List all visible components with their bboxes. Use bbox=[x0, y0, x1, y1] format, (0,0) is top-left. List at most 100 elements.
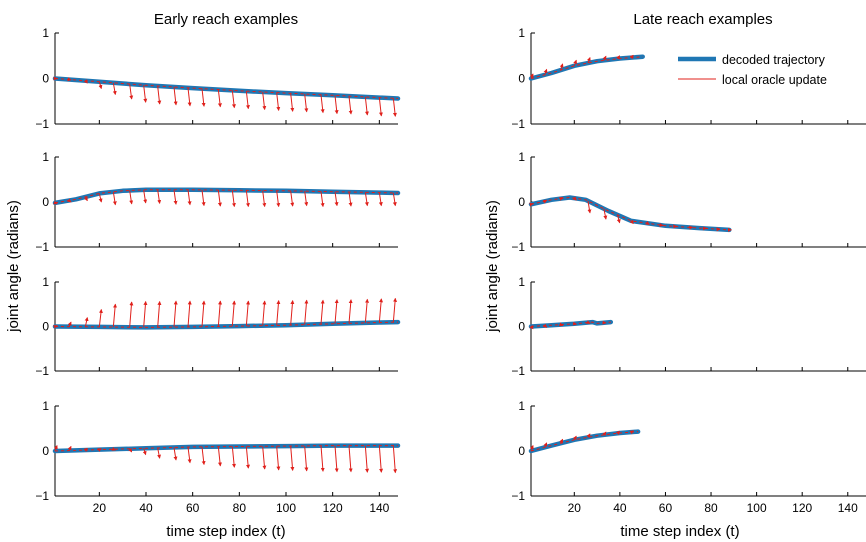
left-panel-4-oracle-update bbox=[364, 445, 370, 473]
left-panel-2-ytick-label: 0 bbox=[42, 195, 49, 209]
left-panel-2-oracle-update bbox=[245, 190, 250, 208]
left-panel-3-oracle-update bbox=[334, 299, 339, 324]
right-panel-1: −1 0 1 bbox=[511, 26, 866, 131]
right-panel-1-oracle-update bbox=[543, 68, 548, 76]
left-panel-4-oracle-update bbox=[97, 448, 102, 452]
left-panel-1-oracle-update bbox=[112, 82, 117, 96]
right-panel-3-oracle-update bbox=[586, 320, 591, 324]
left-panel-1-ytick-label: 0 bbox=[42, 72, 49, 86]
right-panel-2-oracle-update bbox=[645, 221, 650, 225]
left-panel-2-oracle-update bbox=[217, 190, 222, 207]
right-panel-4-oracle-overlay bbox=[530, 431, 639, 452]
right-ylabel: joint angle (radians) bbox=[484, 200, 501, 333]
right-xtick-label: 20 bbox=[568, 501, 582, 515]
right-xtick-label: 80 bbox=[704, 501, 718, 515]
left-panel-3-oracle-update bbox=[112, 303, 118, 328]
left-panel-2-oracle-update bbox=[304, 191, 309, 207]
left-panel-2-oracle-update bbox=[392, 192, 397, 207]
left-xtick-label: 40 bbox=[139, 501, 153, 515]
left-panel-4-oracle-update bbox=[304, 445, 309, 472]
left-xtick-label: 80 bbox=[233, 501, 247, 515]
left-panel-3-oracle-update bbox=[231, 300, 237, 327]
right-panel-3-oracle-update bbox=[529, 324, 534, 330]
right-panel-2-ytick-label: −1 bbox=[511, 240, 525, 254]
right-panel-4-ytick-label: 0 bbox=[518, 444, 525, 458]
left-panel-3: −1 0 1 bbox=[35, 275, 401, 378]
left-panel-3-oracle-update bbox=[53, 325, 58, 329]
left-panel-1-oracle-update bbox=[245, 91, 250, 110]
right-panel-1-oracle-update bbox=[602, 55, 607, 61]
left-panel-1-oracle-update bbox=[392, 98, 397, 117]
left-panel-3-oracle-update bbox=[187, 300, 192, 328]
left-panel-3-oracle-update bbox=[262, 300, 267, 326]
left-panel-3-oracle-update bbox=[201, 300, 206, 327]
left-panel-3-ytick-label: −1 bbox=[35, 364, 49, 378]
left-panel-2-oracle-update bbox=[276, 190, 281, 208]
right-panel-4-oracle-update bbox=[615, 430, 621, 435]
left-xtick-label: 100 bbox=[276, 501, 296, 515]
right-panel-3-oracle-update bbox=[558, 322, 564, 327]
left-panel-2-oracle-update bbox=[83, 196, 88, 202]
left-panel-4-oracle-update bbox=[378, 445, 384, 473]
right-panel-2-ytick-label: 0 bbox=[518, 195, 525, 209]
right-panel-3-oracle-overlay bbox=[530, 321, 611, 327]
left-panel-1-oracle-update bbox=[157, 85, 162, 105]
right-panel-2-oracle-update bbox=[603, 208, 608, 220]
left-panel-3-oracle-update bbox=[173, 300, 178, 328]
left-panel-1-oracle-update bbox=[304, 93, 309, 113]
left-panel-4-oracle-update bbox=[290, 445, 295, 472]
right-panel-3: −1 0 1 bbox=[511, 275, 866, 378]
left-panel-3-ytick-label: 1 bbox=[42, 275, 49, 289]
left-panel-4-oracle-update bbox=[128, 448, 133, 453]
right-panel-2: −1 0 1 bbox=[511, 150, 866, 254]
left-panel-2-oracle-update bbox=[98, 193, 103, 203]
left-panel-3-oracle-update bbox=[304, 299, 309, 325]
left-xlabel: time step index (t) bbox=[166, 523, 285, 540]
left-panel-3-oracle-update bbox=[84, 316, 89, 327]
left-panel-1-oracle-update bbox=[276, 92, 281, 112]
left-panel-2-oracle-update bbox=[187, 189, 192, 206]
right-panel-4-oracle-update bbox=[629, 430, 634, 435]
left-panel-3-oracle-update bbox=[98, 308, 103, 328]
right-panel-1-oracle-update bbox=[529, 73, 534, 79]
left-panel-2-oracle-update bbox=[348, 191, 353, 207]
left-panel-1-oracle-update bbox=[364, 96, 369, 116]
right-panel-2-oracle-overlay bbox=[530, 196, 730, 231]
left-panel-4-oracle-update bbox=[83, 447, 88, 453]
left-panel-3-oracle-update bbox=[364, 298, 370, 323]
left-panel-1-oracle-update bbox=[320, 94, 325, 114]
right-panel-4-decoded-trajectory bbox=[528, 429, 641, 454]
right-panel-4-oracle-update bbox=[543, 442, 548, 448]
left-panel-4-oracle-update bbox=[320, 445, 325, 472]
right-panel-1-decoded-trajectory bbox=[528, 54, 645, 81]
left-panel-2-oracle-update bbox=[290, 190, 295, 207]
left-panel-4-oracle-update bbox=[262, 446, 267, 470]
left-panel-1-oracle-update bbox=[231, 90, 236, 109]
left-panel-3-oracle-update bbox=[143, 300, 148, 328]
right-panel-4-oracle-update bbox=[572, 435, 577, 441]
left-ylabel: joint angle (radians) bbox=[5, 200, 22, 333]
left-panel-4-oracle-update bbox=[201, 446, 206, 466]
right-title: Late reach examples bbox=[633, 11, 772, 28]
right-panel-4-ytick-label: −1 bbox=[511, 489, 525, 503]
left-panel-1-oracle-overlay bbox=[54, 78, 399, 99]
legend-oracle-label: local oracle update bbox=[722, 73, 827, 87]
left-panel-4-oracle-update bbox=[142, 448, 147, 456]
right-xtick-label: 60 bbox=[659, 501, 673, 515]
right-panel-1-oracle-update bbox=[559, 63, 564, 71]
right-panel-2-oracle-update bbox=[629, 219, 634, 225]
left-panel-2-oracle-update bbox=[364, 192, 369, 207]
left-panel-1-oracle-update bbox=[348, 96, 353, 115]
left-panel-4-oracle-update bbox=[245, 446, 251, 469]
left-panel-2-oracle-update bbox=[173, 189, 178, 205]
left-panel-4-ytick-label: −1 bbox=[35, 489, 49, 503]
left-panel-3-oracle-update bbox=[290, 300, 295, 326]
left-panel-3-oracle-update bbox=[67, 321, 72, 327]
right-panel-2-oracle-update bbox=[558, 197, 564, 201]
left-panel-2-oracle-update bbox=[334, 191, 339, 207]
right-xtick-label: 100 bbox=[747, 501, 767, 515]
right-panel-2-oracle-update bbox=[616, 214, 621, 224]
left-panel-3-oracle-update bbox=[129, 301, 134, 328]
right-panel-2-ytick-label: 1 bbox=[518, 150, 525, 164]
